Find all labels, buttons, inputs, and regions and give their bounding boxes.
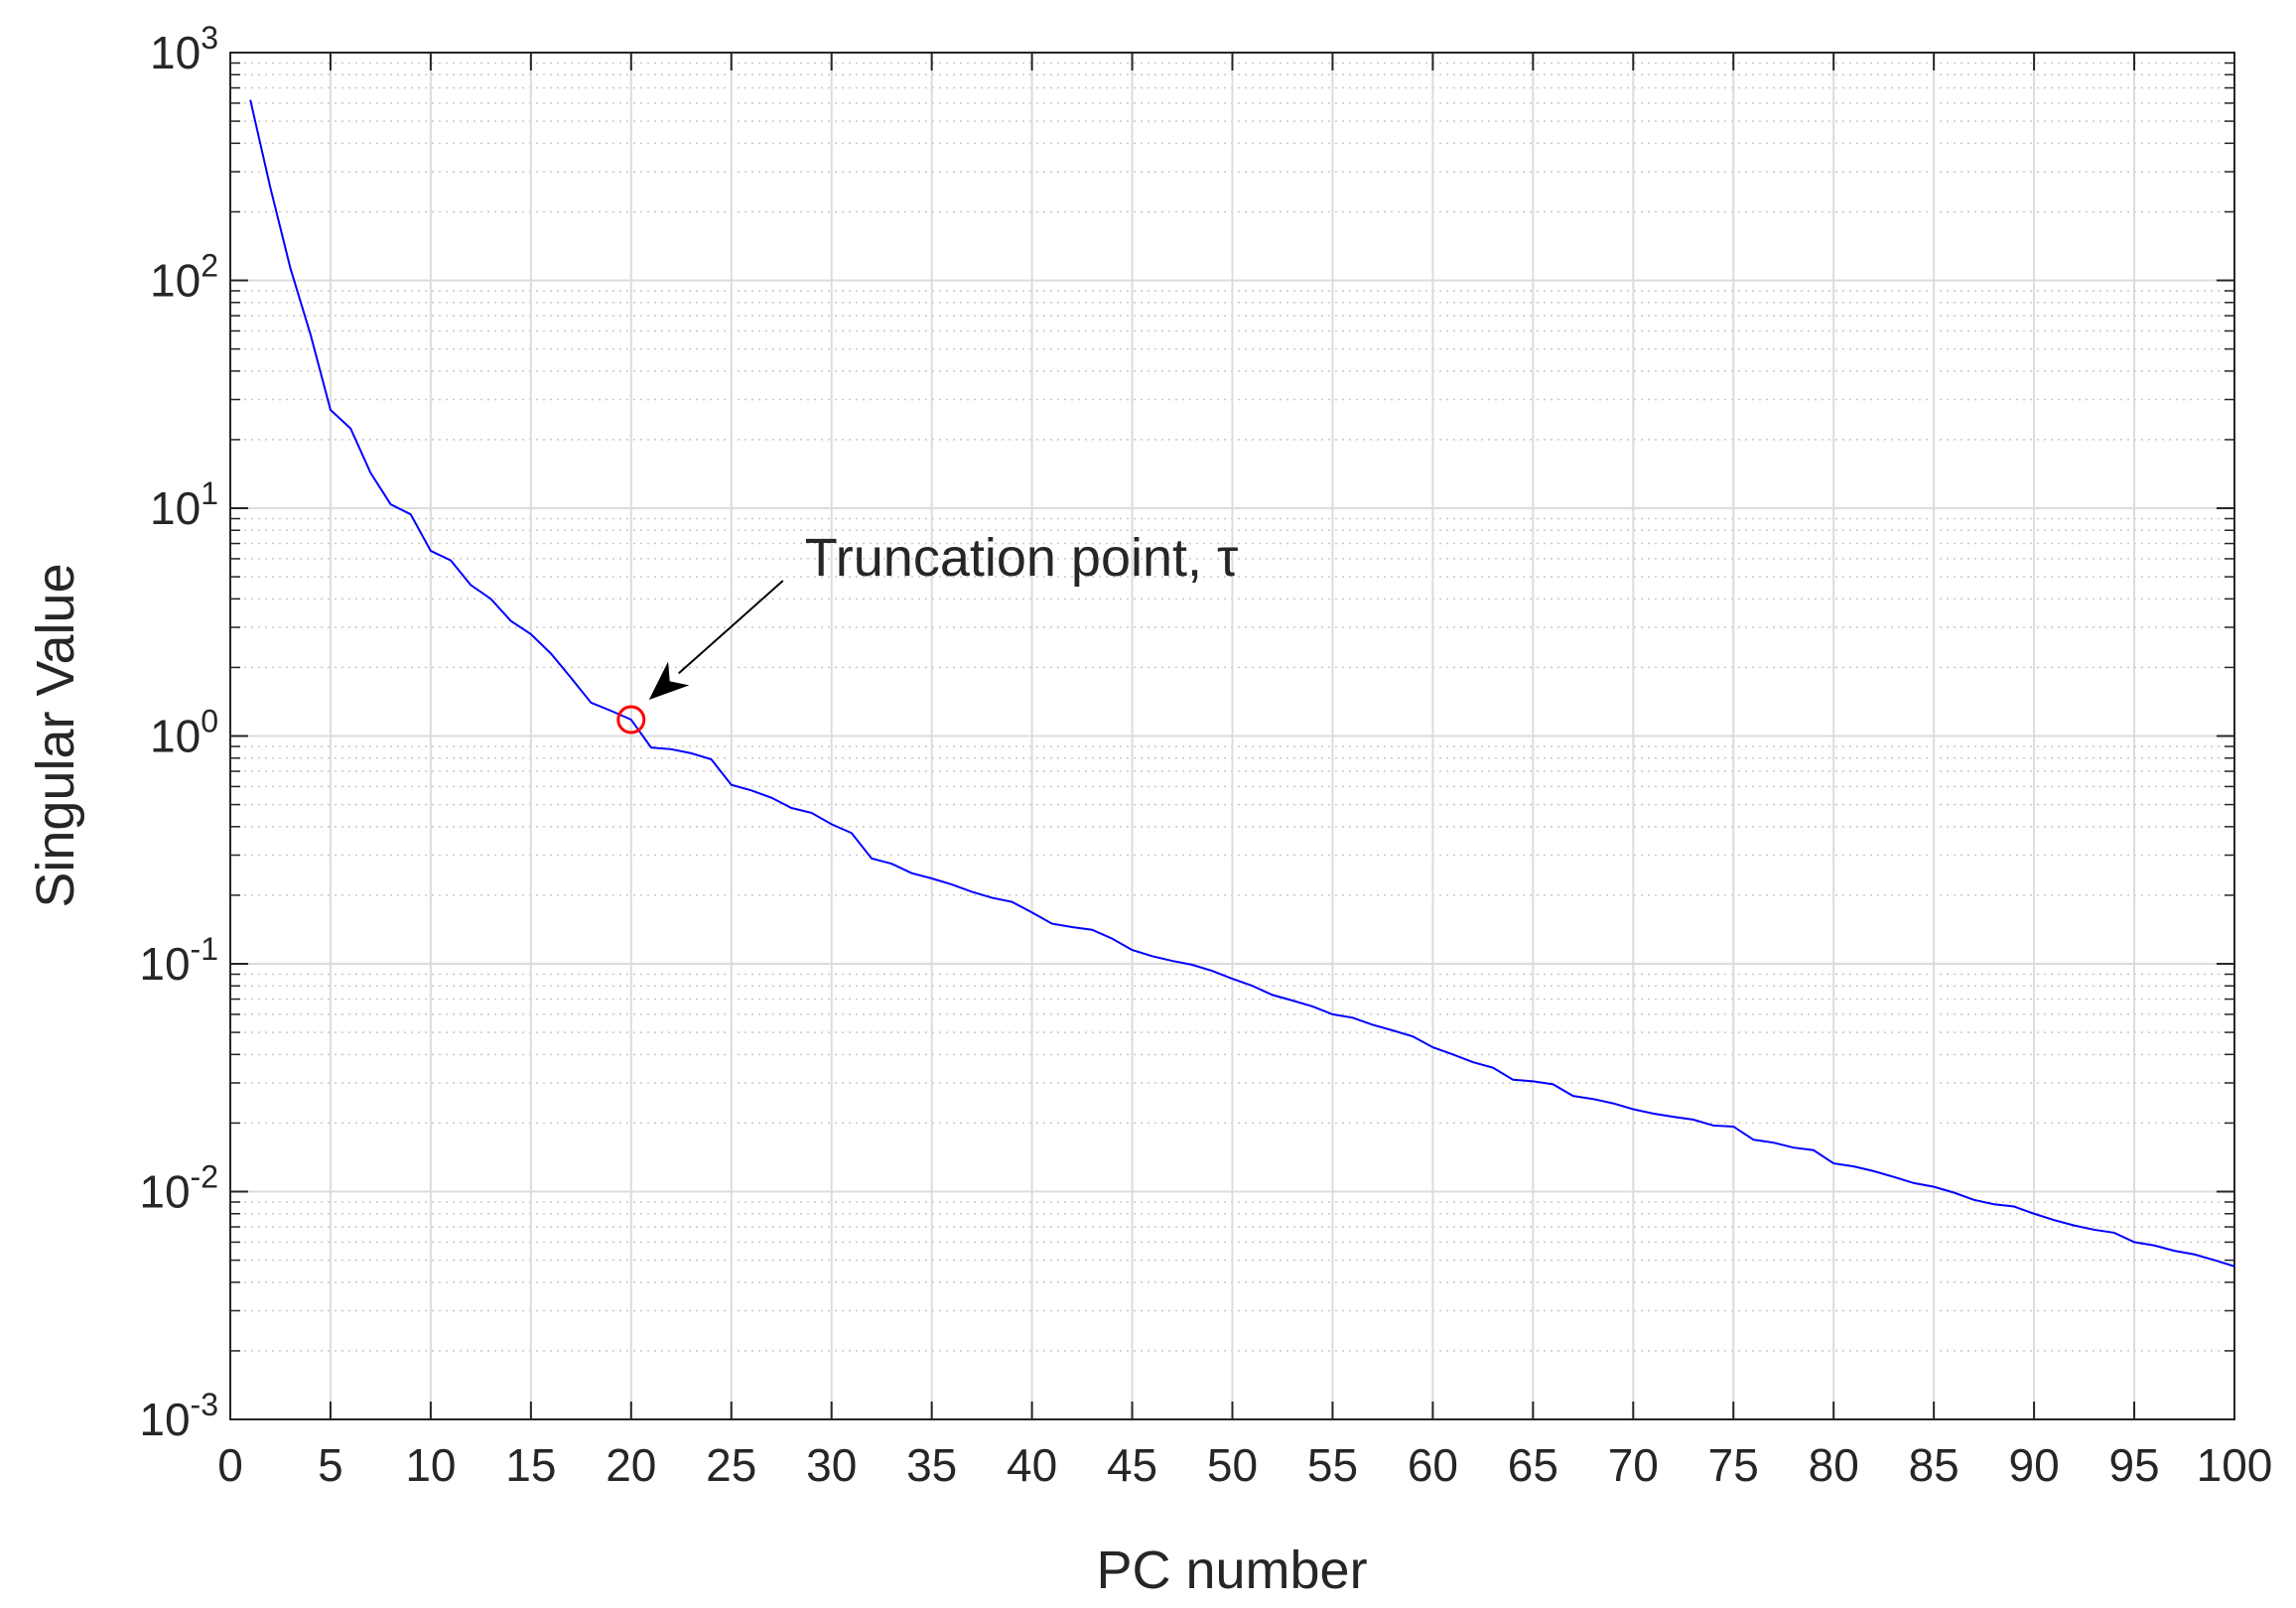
annotation: Truncation point, τ	[805, 528, 1239, 588]
tick-base: 10	[150, 711, 201, 762]
x-tick-label: 0	[217, 1439, 243, 1491]
x-tick-label: 40	[1007, 1439, 1057, 1491]
x-tick-label: 45	[1107, 1439, 1157, 1491]
x-tick-label: 35	[906, 1439, 957, 1491]
x-tick-label: 70	[1608, 1439, 1659, 1491]
x-tick-label: 15	[505, 1439, 556, 1491]
y-tick-label: 101	[150, 475, 218, 534]
annotation-arrowhead	[648, 661, 690, 701]
x-tick-label: 90	[2009, 1439, 2060, 1491]
tick-exponent: -3	[191, 1387, 218, 1422]
y-tick-label: 103	[150, 20, 218, 78]
tick-base: 10	[139, 1166, 190, 1218]
x-tick-label: 55	[1307, 1439, 1358, 1491]
x-tick-label: 10	[405, 1439, 456, 1491]
annotation-arrow	[678, 580, 784, 675]
data-line	[249, 99, 2235, 1268]
plot-frame	[229, 52, 2235, 1420]
x-tick-label: 30	[806, 1439, 857, 1491]
tick-base: 10	[150, 27, 201, 78]
x-tick-label: 100	[2197, 1439, 2273, 1491]
x-tick-label: 75	[1708, 1439, 1759, 1491]
tick-base: 10	[150, 482, 201, 534]
highlight-marker	[616, 705, 646, 735]
x-tick-label: 80	[1809, 1439, 1859, 1491]
tick-base: 10	[150, 255, 201, 307]
x-axis-label: PC number	[1096, 1541, 1367, 1600]
y-tick-label: 10-3	[139, 1387, 218, 1445]
tick-exponent: 1	[201, 475, 218, 511]
x-tick-label: 5	[318, 1439, 343, 1491]
x-tick-label: 50	[1207, 1439, 1258, 1491]
tick-base: 10	[139, 938, 190, 990]
x-tick-label: 25	[706, 1439, 756, 1491]
tick-exponent: -1	[191, 931, 218, 967]
tick-exponent: -2	[191, 1159, 218, 1195]
y-axis-label: Singular Value	[26, 563, 85, 907]
y-tick-label: 102	[150, 248, 218, 307]
x-tick-label: 85	[1909, 1439, 1959, 1491]
tick-exponent: 2	[201, 248, 218, 284]
x-tick-label: 65	[1508, 1439, 1558, 1491]
tick-exponent: 3	[201, 20, 218, 56]
y-tick-label: 10-2	[139, 1159, 218, 1218]
y-tick-label: 10-1	[139, 931, 218, 990]
x-tick-label: 95	[2108, 1439, 2159, 1491]
x-tick-label: 20	[606, 1439, 656, 1491]
tick-exponent: 0	[201, 704, 218, 739]
x-tick-label: 60	[1408, 1439, 1458, 1491]
y-tick-label: 100	[150, 704, 218, 762]
tick-base: 10	[139, 1394, 190, 1445]
